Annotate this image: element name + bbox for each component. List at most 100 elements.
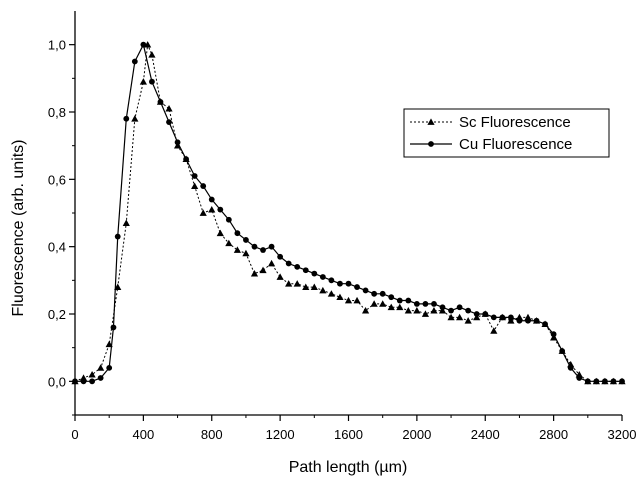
x-tick-label: 2000 [402, 427, 431, 442]
series-sc-point [344, 296, 353, 304]
series-cu-point [183, 156, 190, 163]
series-cu-point [294, 263, 301, 270]
y-tick-label: 1,0 [48, 38, 66, 53]
series-cu-point [542, 321, 548, 327]
series-sc-point [242, 249, 250, 257]
series-sc-point [216, 229, 224, 237]
series-cu-point [371, 290, 378, 297]
y-axis-label: Fluorescence (arb. units) [10, 140, 27, 317]
series-cu-point [362, 287, 369, 294]
series-sc-point [88, 371, 96, 378]
series-sc-point [361, 307, 370, 314]
series-sc-point [404, 307, 412, 314]
series-sc-point [131, 115, 139, 122]
legend-cu-label: Cu Fluorescence [459, 136, 572, 153]
series-cu-point [431, 301, 437, 307]
series-sc-point [447, 313, 455, 321]
series-sc [71, 41, 626, 385]
series-cu-point [576, 375, 583, 381]
series-sc-point [396, 303, 404, 311]
series-cu-point [260, 247, 266, 253]
series-cu-point [525, 317, 531, 324]
series-cu-point [405, 297, 412, 304]
series-sc-point [276, 273, 284, 280]
series-sc-point [319, 286, 327, 294]
series-cu-point [123, 115, 130, 122]
series-cu-point [268, 243, 275, 250]
series-sc-point [421, 310, 430, 317]
axes [74, 11, 622, 416]
series-cu-point [337, 280, 343, 287]
series-cu-point [140, 41, 147, 48]
x-tick-label: 400 [133, 427, 155, 442]
series-cu-point [131, 58, 138, 65]
series-cu-point [499, 314, 506, 321]
x-tick-label: 1200 [266, 427, 295, 442]
series-cu-point [550, 331, 557, 338]
legend-cu-marker [428, 141, 434, 147]
series-cu-point [533, 317, 540, 324]
series-cu-point [354, 284, 360, 290]
series-cu-point [319, 274, 326, 280]
series-sc-point [464, 317, 472, 324]
series-cu-point [567, 364, 574, 371]
series-sc-point [370, 300, 378, 307]
series-cu-point [507, 314, 514, 321]
series-sc-point [438, 307, 447, 314]
series-sc-point [267, 259, 276, 267]
series-sc-point [208, 206, 216, 213]
series-sc-point [293, 280, 301, 287]
y-tick-label: 0,2 [48, 307, 66, 322]
series-cu-point [619, 378, 625, 385]
legend-sc-label: Sc Fluorescence [459, 114, 571, 131]
series-cu-point [89, 378, 95, 385]
series-sc-point [148, 51, 156, 58]
series-sc-point [199, 209, 207, 216]
y-axis-ticks: 0,0 0,2 0,4 0,6 0,8 1,0 [48, 38, 75, 416]
series-sc-point [507, 317, 515, 324]
series-cu-point [217, 206, 224, 213]
series-cu-point [234, 230, 241, 237]
series-layer [71, 41, 626, 385]
series-cu-point [174, 139, 181, 146]
x-tick-label: 2400 [471, 427, 500, 442]
series-cu-point [593, 378, 600, 385]
series-cu-point [413, 301, 420, 307]
series-cu-point [302, 267, 309, 274]
series-cu-point [448, 307, 454, 314]
series-cu-point [149, 78, 155, 85]
series-sc-point [327, 290, 336, 297]
series-cu-point [166, 119, 172, 125]
series-sc-point [387, 303, 395, 311]
x-tick-label: 800 [201, 427, 223, 442]
series-cu-point [482, 311, 489, 317]
series-sc-point [379, 300, 387, 307]
series-cu-point [285, 260, 292, 267]
series-cu-point [439, 304, 446, 311]
series-sc-point [165, 105, 173, 112]
legend-sc-marker [427, 118, 435, 125]
series-cu-point [610, 378, 617, 385]
series-sc-point [139, 78, 147, 85]
y-tick-label: 0,6 [48, 172, 66, 187]
series-cu-point [328, 277, 335, 284]
series-cu-point [200, 183, 207, 189]
series-cu-point [97, 375, 104, 381]
series-cu-point [602, 378, 608, 385]
legend: Sc Fluorescence Cu Fluorescence [403, 108, 610, 158]
legend-box [403, 108, 610, 158]
series-sc-point [191, 182, 199, 189]
series-cu-line [75, 42, 622, 382]
series-cu-point [490, 314, 497, 321]
series-cu-point [80, 378, 87, 385]
series-cu-point [157, 99, 164, 105]
series-cu-point [422, 301, 429, 307]
series-sc-point [122, 219, 130, 226]
series-cu-point [110, 324, 117, 331]
series-cu-point [114, 233, 121, 240]
series-cu-point [191, 173, 198, 179]
series-cu-point [379, 290, 386, 297]
series-cu-point [311, 270, 318, 277]
y-tick-label: 0,8 [48, 105, 66, 120]
series-sc-point [413, 307, 421, 314]
